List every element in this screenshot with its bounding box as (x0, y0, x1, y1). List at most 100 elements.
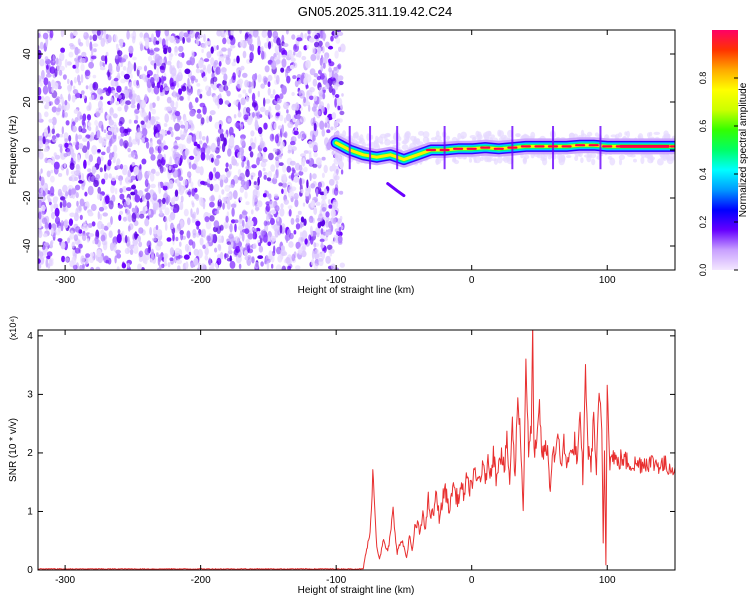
noise-blob (259, 106, 266, 113)
noise-blob (245, 239, 250, 244)
noise-blob (219, 224, 224, 231)
noise-blob (189, 30, 195, 39)
noise-blob (192, 241, 196, 249)
noise-blob (71, 125, 77, 133)
noise-blob (144, 218, 150, 227)
noise-blob (219, 132, 225, 142)
noise-blob (99, 66, 106, 71)
noise-blob (123, 140, 129, 149)
noise-blob (107, 159, 112, 167)
noise-blob (206, 115, 210, 124)
noise-blob (229, 163, 232, 170)
noise-blob (218, 61, 222, 67)
noise-blob (277, 52, 281, 61)
noise-blob (271, 250, 276, 257)
noise-blob (150, 33, 155, 43)
noise-blob (124, 128, 129, 134)
noise-blob (306, 179, 309, 189)
noise-blob (288, 241, 294, 248)
noise-blob (144, 94, 148, 103)
noise-blob (176, 259, 182, 265)
noise-blob (46, 133, 50, 138)
noise-blob (117, 229, 121, 235)
ridge-halo-blob (485, 130, 492, 137)
noise-blob (218, 85, 225, 93)
ridge-halo-blob (453, 159, 460, 165)
noise-blob (41, 69, 45, 80)
noise-blob (251, 256, 255, 264)
noise-blob (291, 103, 297, 111)
noise-blob (337, 63, 342, 70)
noise-blob (63, 162, 67, 168)
noise-blob (118, 214, 122, 221)
noise-blob (127, 225, 131, 232)
noise-blob (92, 74, 97, 79)
noise-blob (155, 73, 160, 83)
noise-blob (159, 134, 164, 141)
noise-blob (88, 126, 92, 132)
noise-blob (146, 240, 152, 248)
noise-blob (210, 83, 214, 88)
noise-blob (98, 206, 105, 212)
ridge-halo-blob (354, 131, 359, 138)
noise-blob (67, 93, 71, 102)
noise-blob (312, 173, 317, 180)
noise-blob (183, 129, 187, 138)
noise-blob (69, 212, 76, 218)
noise-blob (92, 34, 98, 42)
noise-blob (40, 176, 45, 186)
ridge-halo-blob (373, 140, 377, 145)
ridge-halo-blob (422, 136, 429, 144)
noise-blob (267, 87, 271, 96)
noise-blob (88, 137, 93, 142)
noise-blob (174, 48, 178, 56)
noise-blob (239, 246, 244, 251)
noise-blob (306, 44, 310, 50)
noise-blob (209, 110, 216, 116)
noise-blob (140, 108, 146, 118)
noise-blob (322, 62, 326, 69)
noise-blob (179, 241, 182, 247)
noise-blob (214, 247, 218, 253)
noise-blob (196, 225, 200, 230)
noise-blob (53, 161, 60, 170)
noise-blob (333, 66, 339, 74)
noise-blob (78, 243, 83, 249)
noise-blob (222, 79, 227, 86)
noise-blob (177, 143, 184, 149)
noise-blob (95, 174, 101, 180)
noise-blob (189, 55, 195, 66)
noise-blob (236, 55, 240, 64)
noise-blob (87, 168, 92, 173)
noise-blob (274, 45, 279, 54)
noise-blob (195, 232, 200, 238)
noise-blob (262, 233, 269, 243)
noise-blob (252, 111, 255, 118)
noise-blob (79, 198, 85, 207)
noise-blob (281, 85, 287, 95)
noise-blob (38, 211, 42, 220)
noise-blob (179, 96, 184, 101)
noise-blob (78, 143, 84, 150)
noise-blob (127, 169, 132, 178)
noise-blob (325, 220, 329, 228)
noise-blob (211, 157, 214, 163)
noise-blob (200, 147, 206, 155)
noise-blob (227, 82, 231, 87)
noise-blob (103, 129, 107, 133)
noise-blob (115, 249, 121, 254)
noise-blob (287, 149, 292, 154)
noise-blob (116, 58, 119, 66)
noise-blob (214, 121, 220, 130)
noise-blob (168, 179, 174, 189)
noise-blob (68, 218, 73, 226)
noise-blob (163, 181, 168, 187)
noise-blob (164, 215, 168, 225)
noise-blob (99, 167, 103, 173)
ridge-halo-blob (469, 135, 477, 139)
noise-blob (228, 126, 234, 136)
noise-blob (116, 65, 120, 73)
ridge-halo-blob (446, 135, 450, 141)
noise-blob (113, 144, 118, 153)
noise-blob (257, 35, 260, 45)
